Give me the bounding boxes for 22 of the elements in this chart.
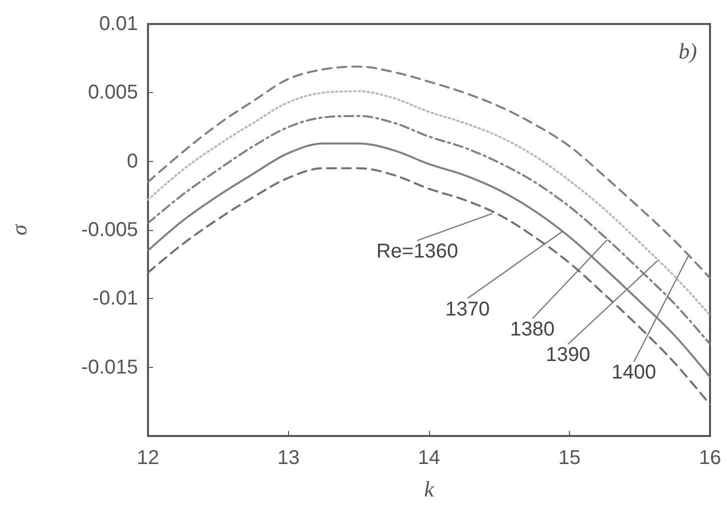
y-tick-label: -0.01 xyxy=(92,288,138,310)
x-tick-label: 14 xyxy=(418,447,440,469)
line-series xyxy=(147,142,711,378)
annotation: Re=1360 xyxy=(376,240,458,263)
y-tick-label: 0 xyxy=(126,150,138,172)
y-axis-title: σ xyxy=(6,223,32,236)
line-series xyxy=(147,167,711,406)
annotation: 1400 xyxy=(612,362,656,384)
x-tick-label: 16 xyxy=(698,447,722,469)
annotation: 1370 xyxy=(445,298,490,320)
x-tick-label: 13 xyxy=(277,447,300,469)
x-tick-label: 12 xyxy=(136,447,160,469)
x-axis-title: k xyxy=(424,476,436,502)
y-tick-label: 0.005 xyxy=(88,82,138,104)
y-tick-label: -0.005 xyxy=(81,219,138,241)
annotation: b) xyxy=(678,38,697,64)
annotation: 1380 xyxy=(510,318,555,341)
x-tick-label: 15 xyxy=(558,447,581,469)
y-tick-label: -0.015 xyxy=(81,356,138,378)
line-series xyxy=(147,90,711,316)
annotation: 1390 xyxy=(546,344,590,366)
y-tick-label: 0.01 xyxy=(99,13,138,35)
